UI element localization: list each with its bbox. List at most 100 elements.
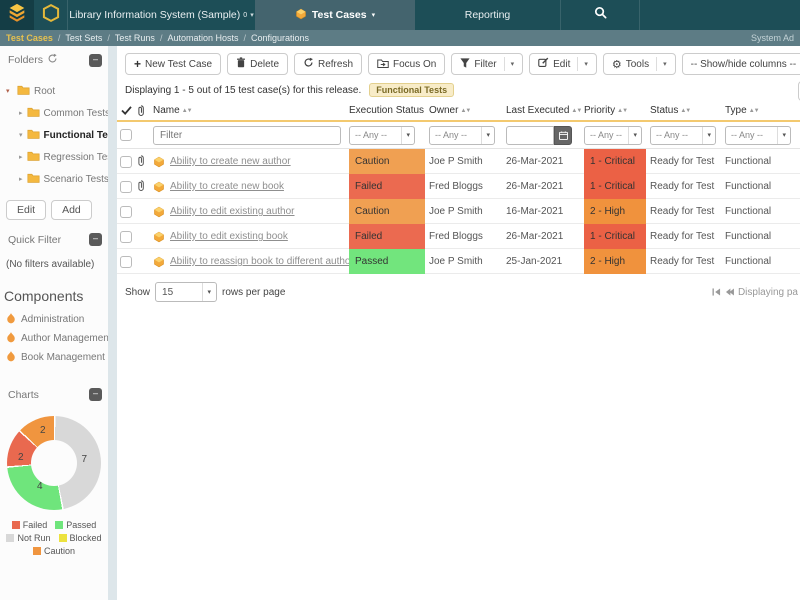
filter-row-checkbox[interactable] [120, 129, 132, 141]
first-page-icon[interactable] [712, 288, 721, 296]
sort-icons[interactable]: ▲▼ [571, 108, 581, 114]
filter-button[interactable]: Filter ▾ [451, 53, 523, 75]
product-menu[interactable]: Library Information System (Sample)0 ▾ [68, 0, 255, 30]
breadcrumb-separator: / [58, 33, 61, 43]
sort-icons[interactable]: ▲▼ [617, 108, 627, 114]
column-header-last-executed[interactable]: Last Executed ▲▼ [506, 105, 584, 116]
tree-collapsed-icon[interactable]: ▸ [19, 109, 23, 117]
app-logo[interactable] [0, 0, 34, 30]
row-checkbox[interactable] [120, 206, 132, 218]
sort-icons[interactable]: ▲▼ [680, 108, 690, 114]
execution-status-cell: Caution [349, 149, 425, 174]
last-executed-date-input[interactable] [506, 126, 554, 145]
type-cell: Functional [725, 206, 800, 217]
folders-collapse-button[interactable]: – [89, 54, 102, 67]
breadcrumb-test-sets[interactable]: Test Sets [65, 33, 102, 43]
component-label: Administration [21, 314, 84, 325]
folder-scenario-tests[interactable]: ▸ Scenario Tests [6, 168, 108, 190]
owner-filter-dropdown[interactable]: -- Any -- ▾ [429, 126, 495, 145]
quick-filter-section-header: Quick Filter – [0, 226, 108, 251]
select-all-checkmark-icon[interactable] [117, 106, 137, 115]
column-label: Owner [429, 105, 458, 116]
chevron-down-icon[interactable]: ▾ [656, 57, 667, 71]
chevron-down-icon[interactable]: ▾ [504, 57, 515, 71]
trash-icon [236, 57, 246, 71]
sort-icons[interactable]: ▲▼ [749, 108, 759, 114]
breadcrumb-configurations[interactable]: Configurations [251, 33, 309, 43]
sort-icons[interactable]: ▲▼ [182, 108, 192, 114]
folder-regression-tests[interactable]: ▸ Regression Tests [6, 146, 108, 168]
edit-folder-button[interactable]: Edit [6, 200, 46, 220]
sort-icons[interactable]: ▲▼ [460, 108, 470, 114]
folder-filter-badge: Functional Tests [369, 83, 454, 97]
calendar-button[interactable] [554, 126, 572, 145]
breadcrumb-test-cases[interactable]: Test Cases [6, 33, 53, 43]
table-row: Ability to create new book Failed Fred B… [117, 174, 800, 199]
status-filter-dropdown[interactable]: -- Any -- ▾ [650, 126, 716, 145]
folder-tree: ▾ Root ▸ Common Tests ▾ Functional Tests [0, 72, 108, 194]
new-test-case-button[interactable]: + New Test Case [125, 53, 221, 75]
row-checkbox[interactable] [120, 181, 132, 193]
execution-status-filter-dropdown[interactable]: -- Any -- ▾ [349, 126, 415, 145]
add-folder-button[interactable]: Add [51, 200, 92, 220]
column-header-priority[interactable]: Priority ▲▼ [584, 105, 650, 116]
name-filter-input[interactable] [153, 126, 341, 145]
tree-expanded-icon[interactable]: ▾ [6, 87, 13, 95]
focus-on-button[interactable]: Focus On [368, 53, 445, 75]
column-header-type[interactable]: Type ▲▼ [725, 105, 800, 116]
execution-status-cell: Failed [349, 174, 425, 199]
priority-filter-dropdown[interactable]: -- Any -- ▾ [584, 126, 642, 145]
folder-common-tests[interactable]: ▸ Common Tests [6, 102, 108, 124]
column-header-name[interactable]: Name ▲▼ [153, 105, 349, 116]
test-case-link[interactable]: Ability to reassign book to different au… [170, 256, 349, 267]
folder-functional-tests[interactable]: ▾ Functional Tests [6, 124, 108, 146]
sidebar-splitter[interactable] [108, 46, 117, 600]
folder-root[interactable]: ▾ Root [6, 80, 108, 102]
tab-test-cases[interactable]: Test Cases ▾ [255, 0, 415, 30]
test-case-hexagon-icon [153, 156, 165, 168]
component-book-management[interactable]: Book Management [0, 348, 108, 367]
tree-collapsed-icon[interactable]: ▸ [19, 175, 23, 183]
pagination-status-text: Displaying pa [738, 287, 798, 298]
breadcrumb-automation-hosts[interactable]: Automation Hosts [167, 33, 238, 43]
charts-collapse-button[interactable]: – [89, 388, 102, 401]
type-filter-dropdown[interactable]: -- Any -- ▾ [725, 126, 791, 145]
column-header-status[interactable]: Status ▲▼ [650, 105, 725, 116]
rows-per-page-select[interactable]: 15 ▾ [155, 282, 217, 302]
dropdown-value: -- Any -- [731, 130, 763, 140]
row-checkbox[interactable] [120, 231, 132, 243]
priority-cell: 1 - Critical [584, 149, 646, 174]
tools-button[interactable]: ⚙ Tools ▾ [603, 53, 676, 75]
tree-collapsed-icon[interactable]: ▸ [19, 153, 23, 161]
quick-filter-collapse-button[interactable]: – [89, 233, 102, 246]
test-case-link[interactable]: Ability to create new author [170, 156, 291, 167]
previous-page-icon[interactable] [725, 288, 734, 296]
search-button[interactable] [560, 0, 640, 30]
chevron-down-icon: ▾ [702, 127, 715, 144]
show-hide-columns-dropdown[interactable]: -- Show/hide columns -- ▾ [682, 53, 800, 75]
edit-button[interactable]: Edit ▾ [529, 53, 597, 75]
legend-swatch [12, 521, 20, 529]
column-header-owner[interactable]: Owner ▲▼ [429, 105, 506, 116]
refresh-icon[interactable] [47, 53, 58, 67]
test-case-link[interactable]: Ability to create new book [170, 181, 284, 192]
row-checkbox[interactable] [120, 256, 132, 268]
refresh-button[interactable]: Refresh [294, 53, 362, 75]
tree-expanded-icon[interactable]: ▾ [19, 131, 23, 139]
gear-icon: ⚙ [612, 58, 622, 71]
system-admin-link[interactable]: System Ad [751, 33, 794, 43]
delete-button[interactable]: Delete [227, 53, 288, 75]
component-administration[interactable]: Administration [0, 310, 108, 329]
column-header-execution-status[interactable]: Execution Status [349, 105, 429, 116]
table-row: Ability to create new author Caution Joe… [117, 149, 800, 174]
breadcrumb-test-runs[interactable]: Test Runs [115, 33, 155, 43]
test-case-link[interactable]: Ability to edit existing book [170, 231, 288, 242]
test-case-link[interactable]: Ability to edit existing author [170, 206, 295, 217]
nav-reporting[interactable]: Reporting [415, 0, 560, 30]
chevron-down-icon[interactable]: ▾ [577, 57, 588, 71]
edit-label: Edit [553, 59, 570, 70]
status-cell: Ready for Test [650, 206, 725, 217]
row-checkbox[interactable] [120, 156, 132, 168]
component-author-management[interactable]: Author Management [0, 329, 108, 348]
workspace-hexagon-button[interactable] [34, 0, 68, 30]
